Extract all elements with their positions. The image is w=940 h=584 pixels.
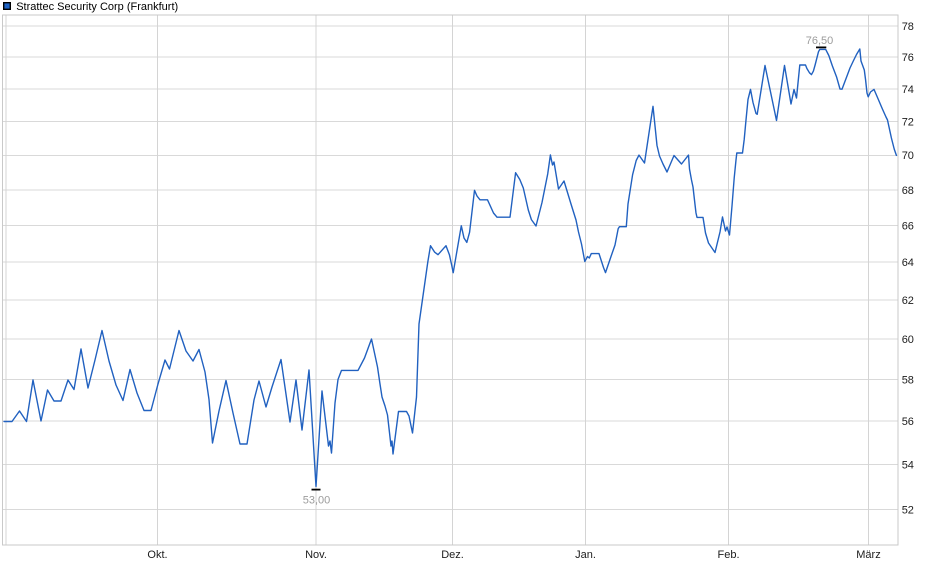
svg-text:78: 78: [902, 21, 914, 33]
svg-text:76,50: 76,50: [806, 35, 834, 47]
svg-text:58: 58: [902, 374, 914, 386]
svg-text:54: 54: [902, 460, 914, 472]
svg-text:Dez.: Dez.: [441, 549, 464, 561]
svg-text:62: 62: [902, 295, 914, 307]
svg-text:70: 70: [902, 150, 914, 162]
svg-text:76: 76: [902, 52, 914, 64]
svg-text:März: März: [856, 549, 880, 561]
svg-text:72: 72: [902, 117, 914, 129]
svg-text:Nov.: Nov.: [305, 549, 327, 561]
svg-text:Strattec Security Corp (Frankf: Strattec Security Corp (Frankfurt): [16, 1, 178, 13]
svg-text:66: 66: [902, 220, 914, 232]
svg-text:64: 64: [902, 257, 914, 269]
svg-text:Jan.: Jan.: [575, 549, 596, 561]
svg-text:74: 74: [902, 84, 914, 96]
svg-text:56: 56: [902, 416, 914, 428]
svg-text:Feb.: Feb.: [717, 549, 739, 561]
svg-text:53,00: 53,00: [303, 495, 331, 507]
svg-text:60: 60: [902, 334, 914, 346]
svg-text:68: 68: [902, 185, 914, 197]
svg-text:Okt.: Okt.: [147, 549, 167, 561]
svg-text:52: 52: [902, 505, 914, 517]
